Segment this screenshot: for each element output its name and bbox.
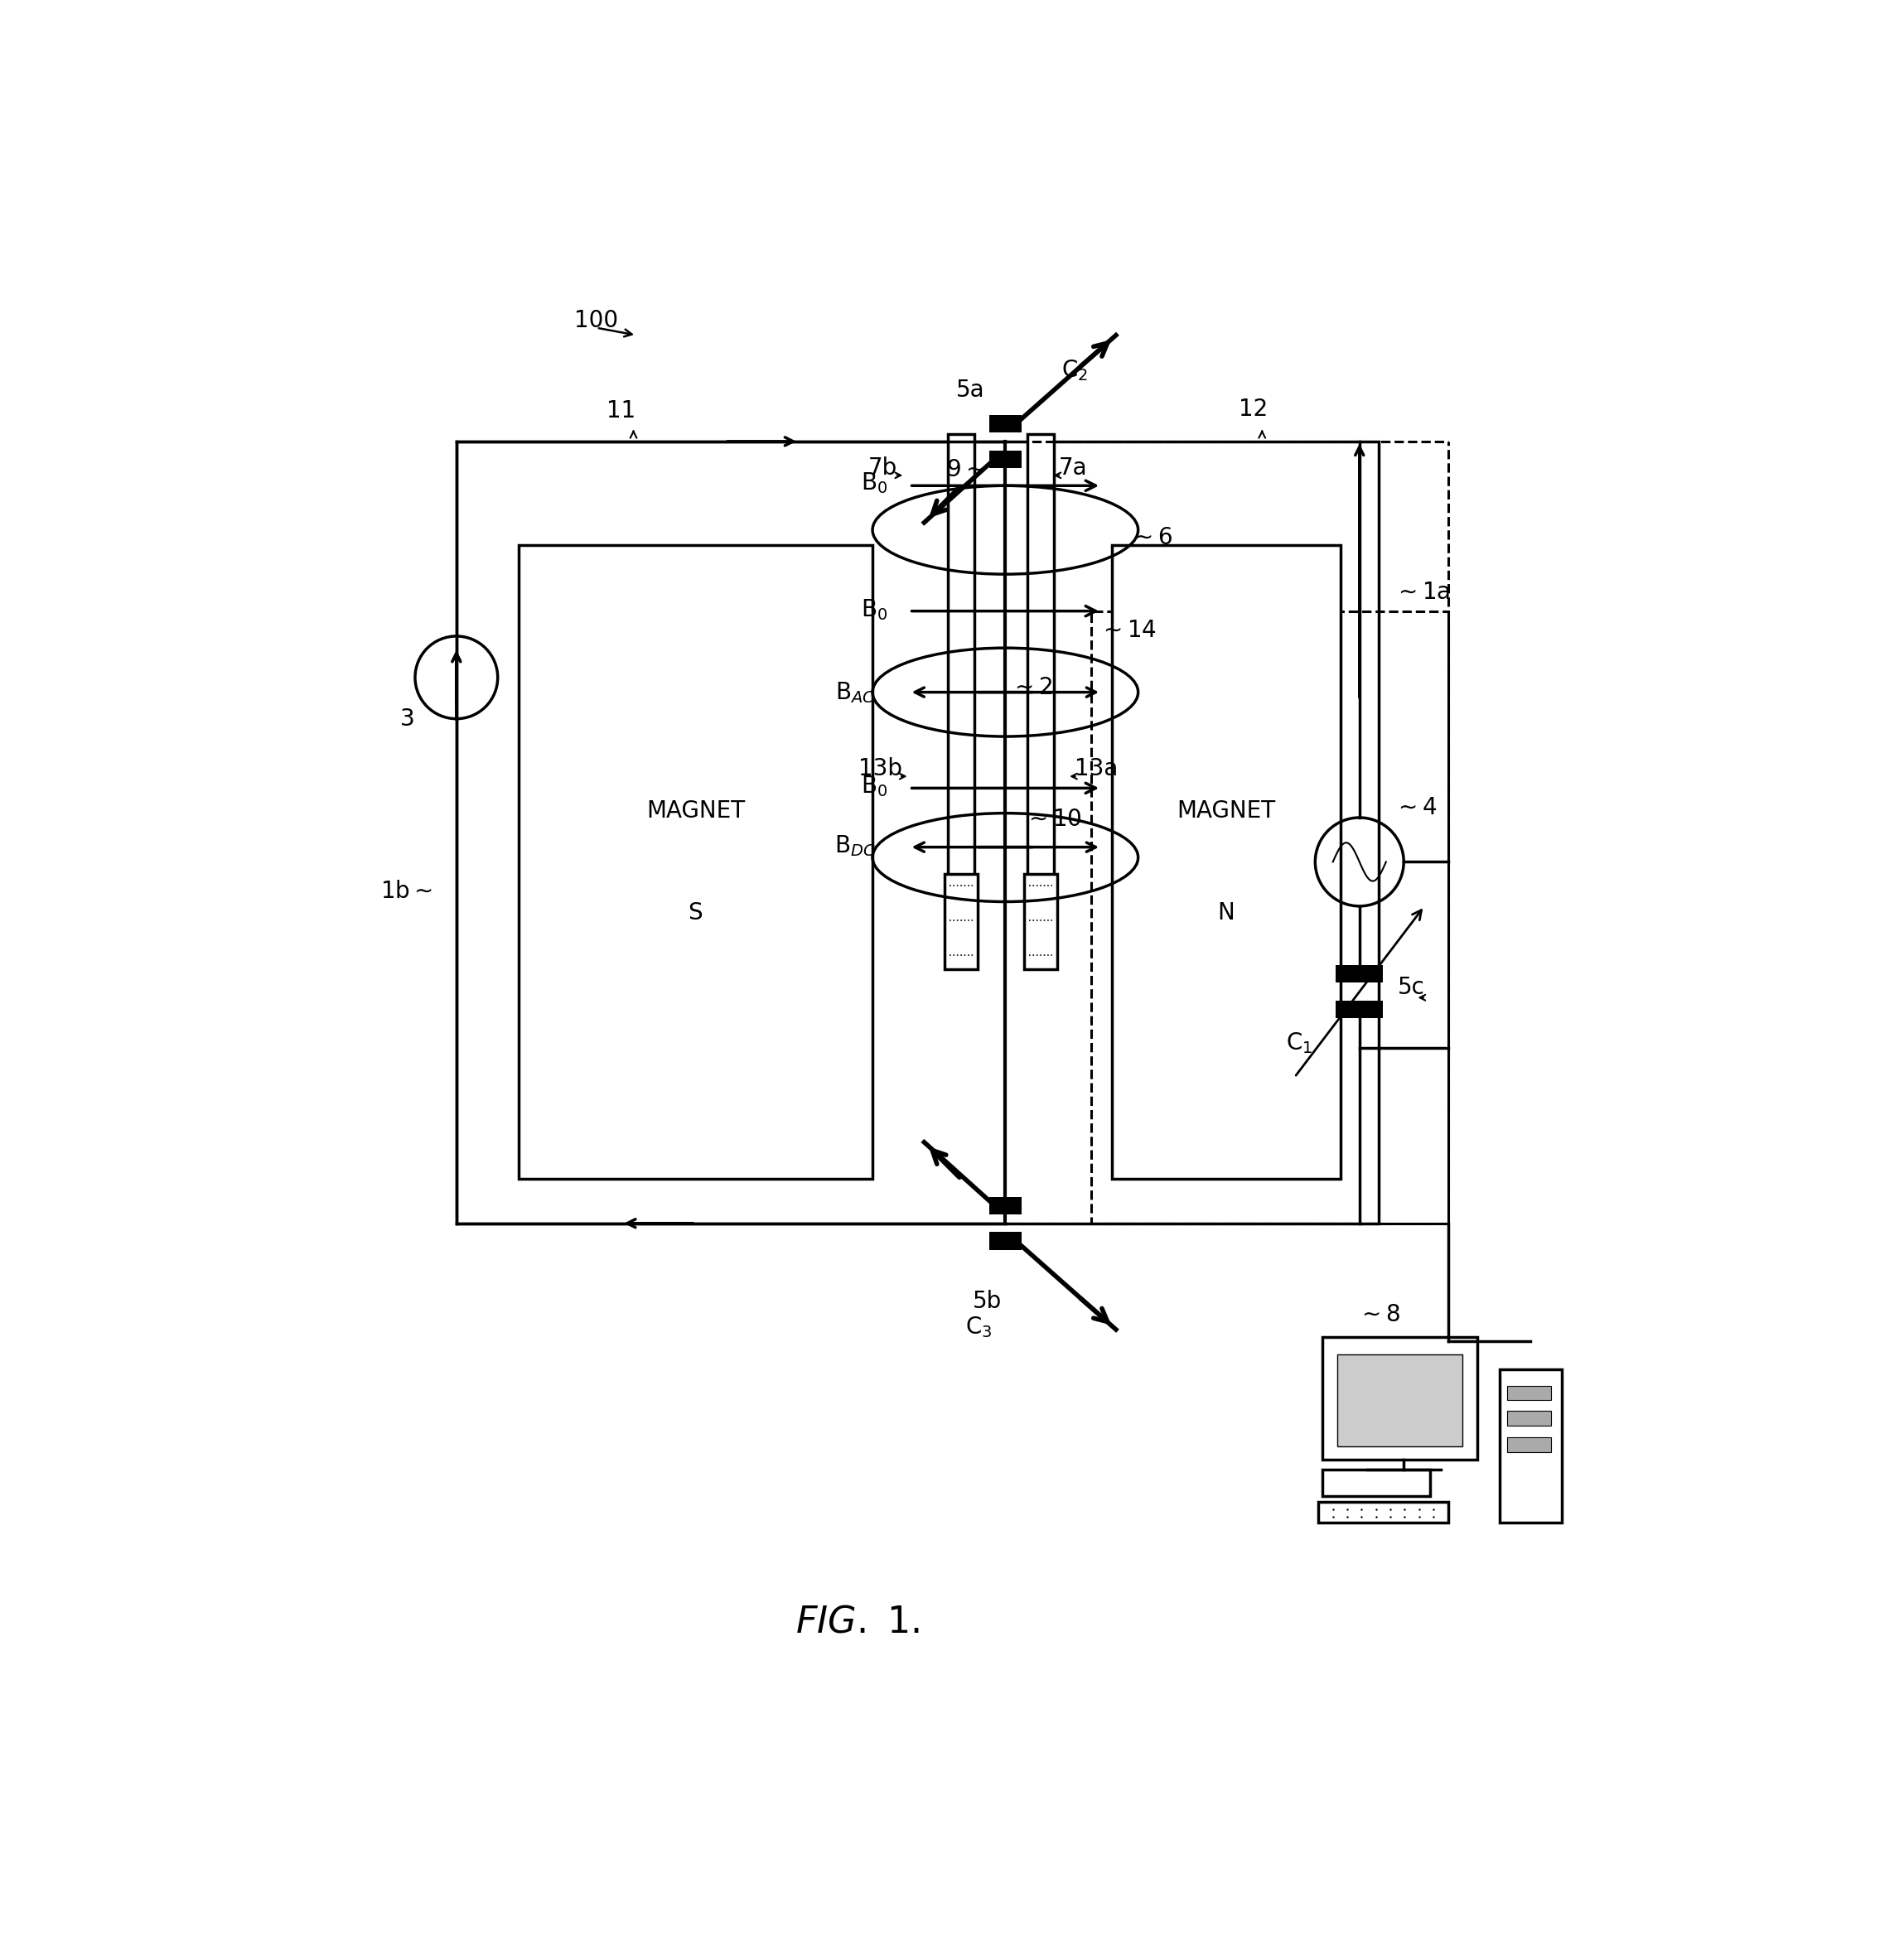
Bar	[518, 545, 872, 1179]
Text: C$_2$: C$_2$	[1061, 358, 1087, 383]
Text: $\mathsf{\sim}$14: $\mathsf{\sim}$14	[1099, 618, 1156, 641]
Text: 100: 100	[575, 309, 619, 332]
Text: B$_0$: B$_0$	[861, 596, 887, 622]
Text: 5a: 5a	[956, 379, 984, 401]
Text: C$_1$: C$_1$	[1285, 1030, 1312, 1056]
Bar	[1091, 612, 1449, 1224]
Bar	[1318, 1501, 1449, 1523]
Text: 12: 12	[1238, 397, 1268, 420]
Text: B$_{AC}$: B$_{AC}$	[836, 680, 876, 704]
Text: 13a: 13a	[1074, 757, 1118, 780]
Text: 5b: 5b	[973, 1290, 1002, 1314]
Bar	[1508, 1412, 1552, 1425]
Text: $\it{FIG.\ 1.}$: $\it{FIG.\ 1.}$	[796, 1603, 920, 1640]
Text: $\mathsf{\sim}$6: $\mathsf{\sim}$6	[1129, 526, 1173, 549]
Text: 13b: 13b	[859, 757, 902, 780]
Text: $\mathsf{\sim}$10: $\mathsf{\sim}$10	[1024, 807, 1081, 831]
Bar	[1337, 1001, 1382, 1019]
Bar	[988, 450, 1022, 467]
Bar	[1028, 434, 1055, 876]
Bar	[1508, 1437, 1552, 1453]
Text: 11: 11	[607, 399, 636, 422]
Bar	[1323, 1337, 1478, 1458]
Text: MAGNET: MAGNET	[1177, 800, 1276, 823]
Bar	[1337, 1355, 1462, 1447]
Text: $\mathsf{\sim}$8: $\mathsf{\sim}$8	[1358, 1304, 1399, 1325]
Bar	[1337, 966, 1382, 983]
Bar	[1024, 874, 1057, 970]
Bar	[1508, 1386, 1552, 1400]
Text: $\mathsf{\sim}$4: $\mathsf{\sim}$4	[1394, 796, 1438, 819]
Bar	[988, 1232, 1022, 1249]
Bar	[1112, 545, 1340, 1179]
Bar	[948, 434, 975, 876]
Text: 5c: 5c	[1398, 976, 1424, 999]
Text: 7a: 7a	[1059, 456, 1087, 479]
Text: 3: 3	[400, 708, 415, 731]
Text: 7b: 7b	[868, 456, 897, 479]
Bar	[944, 874, 977, 970]
Text: N: N	[1217, 901, 1234, 925]
Text: B$_{DC}$: B$_{DC}$	[834, 833, 876, 858]
Text: C$_3$: C$_3$	[965, 1316, 992, 1339]
Text: MAGNET: MAGNET	[645, 800, 744, 823]
Text: 1b$\mathsf{\sim}$: 1b$\mathsf{\sim}$	[381, 880, 432, 903]
Text: B$_0$: B$_0$	[861, 774, 887, 800]
Text: 9$\mathsf{\sim}$: 9$\mathsf{\sim}$	[946, 457, 984, 481]
Bar	[457, 442, 1378, 1224]
Text: S: S	[687, 901, 703, 925]
Bar	[1323, 1470, 1430, 1496]
Bar	[1500, 1368, 1561, 1523]
Text: $\mathsf{\sim}$1a: $\mathsf{\sim}$1a	[1394, 581, 1451, 604]
Text: $\mathsf{\sim}$2: $\mathsf{\sim}$2	[1009, 676, 1051, 700]
Bar	[988, 1196, 1022, 1214]
Text: B$_0$: B$_0$	[861, 471, 887, 495]
Bar	[988, 414, 1022, 432]
